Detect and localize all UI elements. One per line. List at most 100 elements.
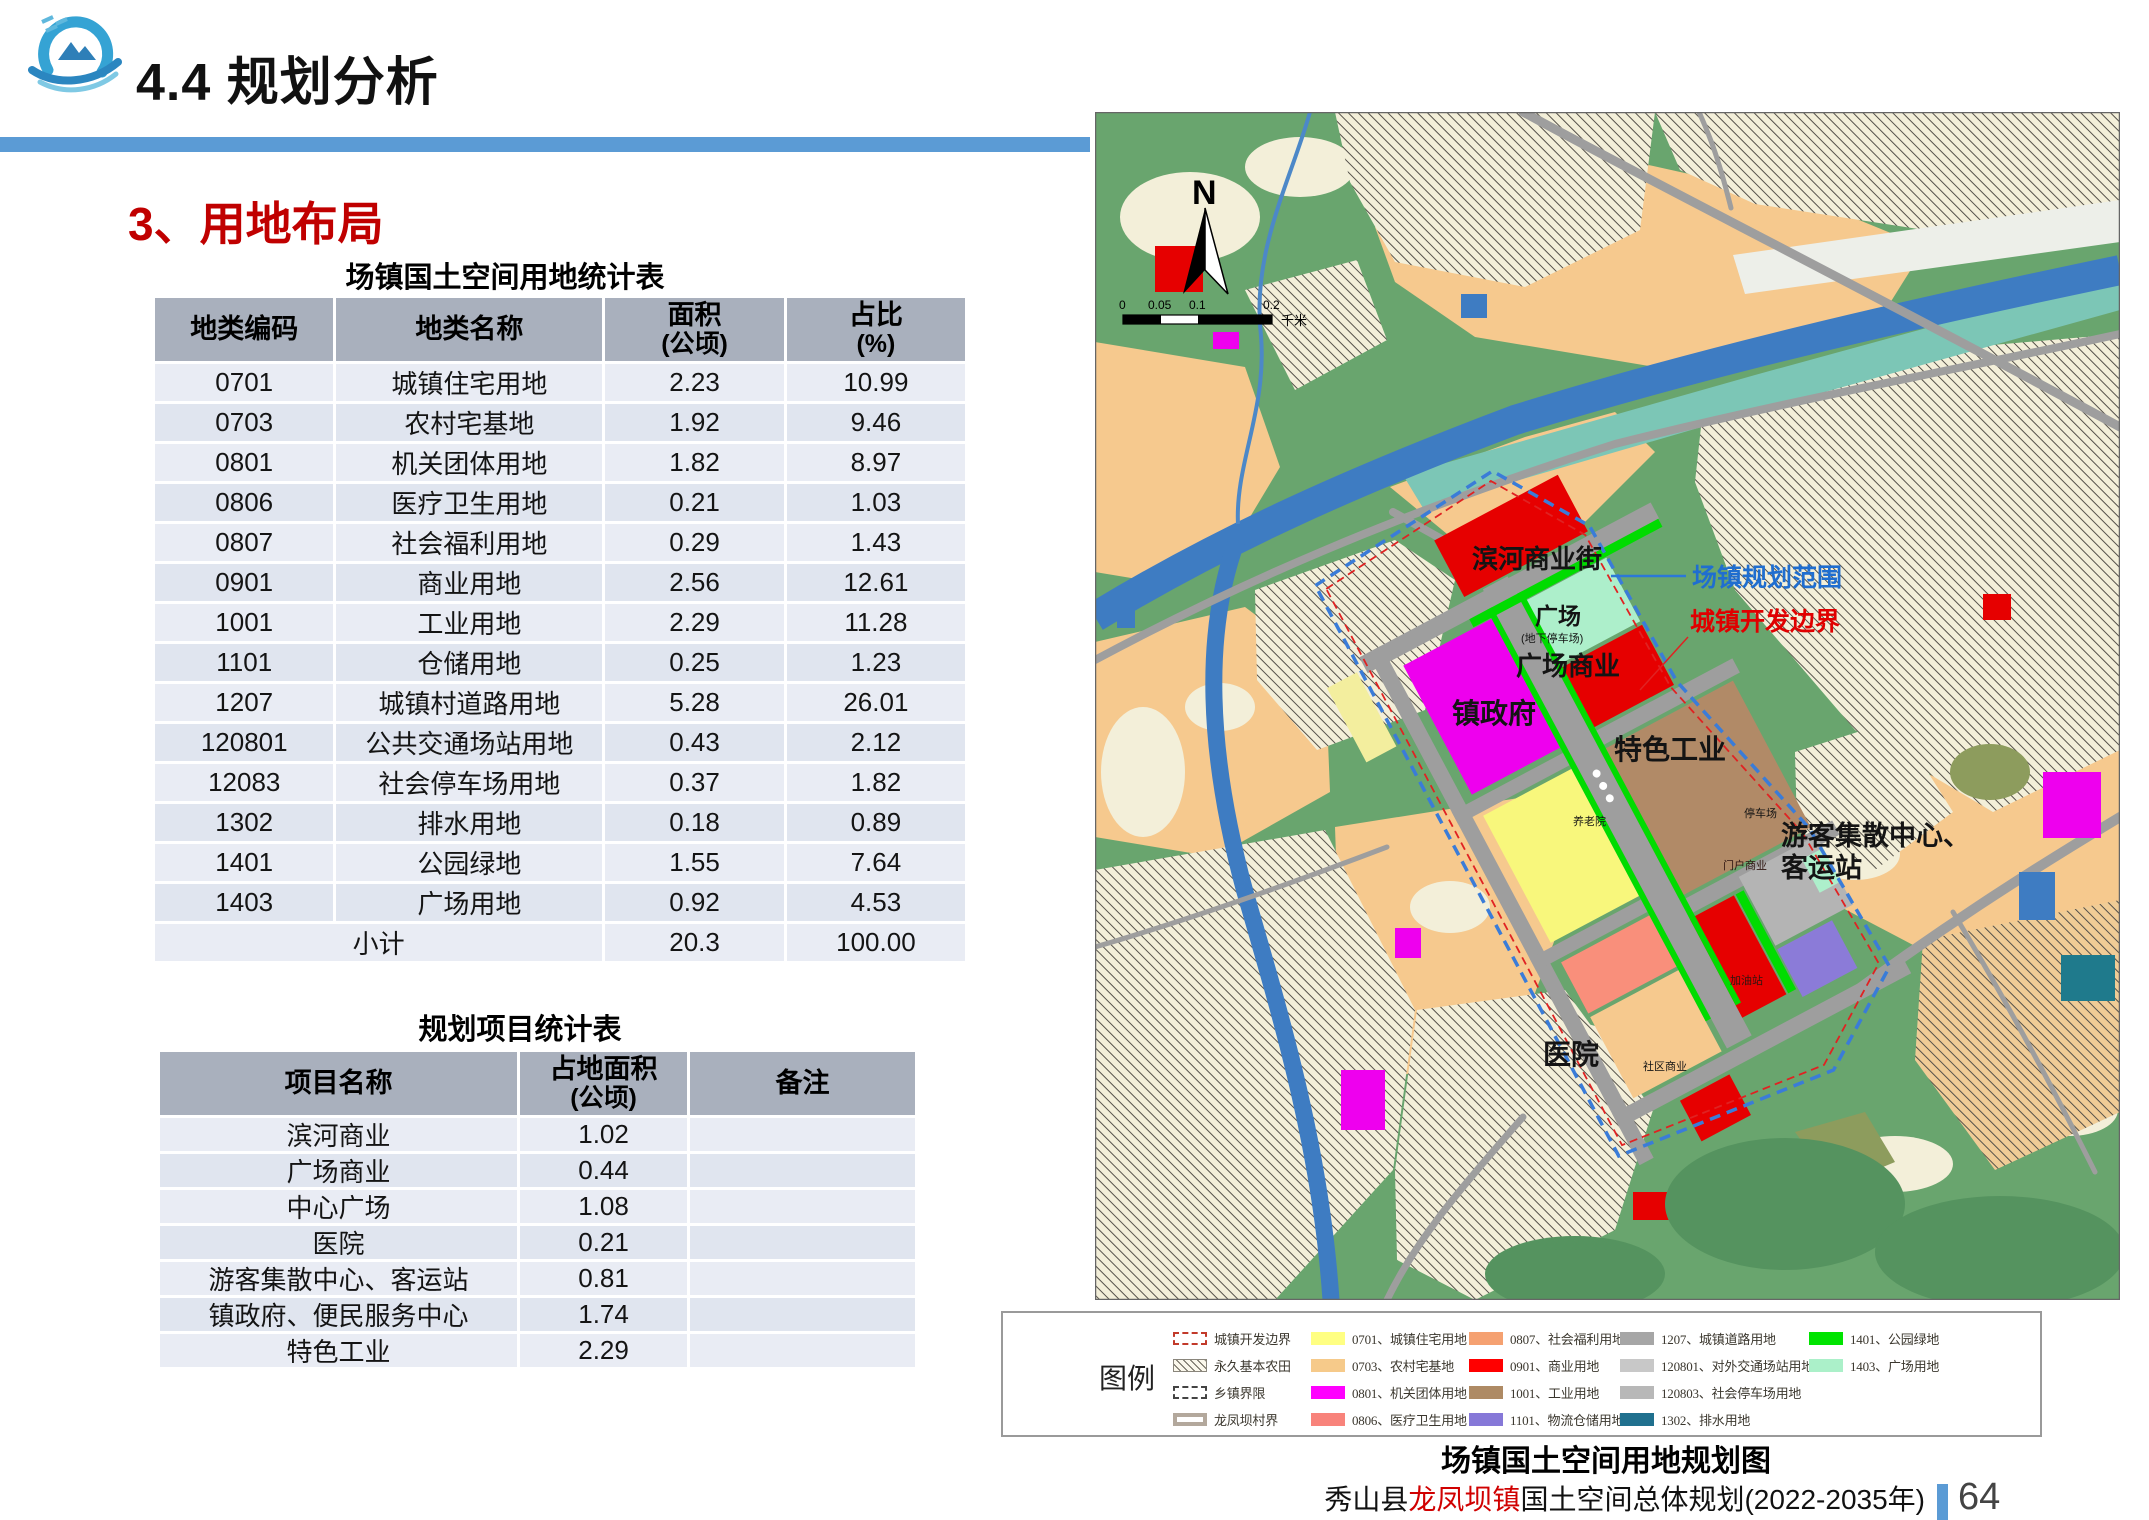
- map-border: [1094, 111, 2121, 1301]
- color-swatch-icon: [1311, 1359, 1345, 1372]
- block-riverside-commercial: [1434, 474, 1588, 598]
- map-caption: 场镇国土空间用地规划图: [1441, 1445, 1771, 1478]
- label-hospital: 医院: [1543, 1038, 1599, 1070]
- color-swatch-icon: [1469, 1332, 1503, 1345]
- farmland-swatch-icon: [1173, 1359, 1207, 1372]
- table-row: 0806 医疗卫生用地 0.21 1.03: [155, 484, 965, 524]
- roads: [1091, 107, 2125, 1304]
- label-plaza-sub: (地下停车场): [1521, 631, 1583, 645]
- legend-item: 0806、医疗卫生用地: [1311, 1406, 1467, 1433]
- callout-development-boundary: 城镇开发边界: [1639, 607, 1840, 691]
- project-table-header: 项目名称 占地面积 (公顷) 备注: [160, 1052, 915, 1118]
- table-row: 1401 公园绿地 1.55 7.64: [155, 844, 965, 884]
- legend-item: 0701、城镇住宅用地: [1311, 1325, 1467, 1352]
- table-row: 1001 工业用地 2.29 11.28: [155, 604, 965, 644]
- legend-item: 永久基本农田: [1173, 1352, 1291, 1379]
- plan-subcaption: 秀山县龙凤坝镇国土空间总体规划(2022-2035年): [1324, 1484, 1925, 1515]
- table-row: 医院 0.21: [160, 1226, 915, 1262]
- land-table-header: 地类编码 地类名称 面积 (公顷) 占比 (%): [155, 298, 965, 364]
- land-use-map: 滨河商业街 广场 (地下停车场) 广场商业 镇政府 特色工业 医院 游客集散中心…: [1087, 107, 2125, 1312]
- legend-item: 1302、排水用地: [1620, 1406, 1814, 1433]
- table-row: 广场商业 0.44: [160, 1154, 915, 1190]
- label-plaza-commercial: 广场商业: [1516, 651, 1620, 681]
- label-parking: 停车场: [1744, 806, 1777, 820]
- color-swatch-icon: [1311, 1332, 1345, 1345]
- township-boundary-swatch-icon: [1173, 1386, 1207, 1399]
- svg-text:0: 0: [1119, 298, 1126, 312]
- table-row: 游客集散中心、客运站 0.81: [160, 1262, 915, 1298]
- label-community-commercial: 社区商业: [1643, 1059, 1687, 1073]
- color-swatch-icon: [1469, 1386, 1503, 1399]
- color-swatch-icon: [1620, 1413, 1654, 1426]
- scale-bar: 0 0.05 0.1 0.2 千米: [1119, 298, 1307, 328]
- section-heading: 3、用地布局: [128, 198, 384, 250]
- block-hospital: [1561, 915, 1677, 1014]
- urban-development-boundary: [1325, 479, 1880, 1147]
- land-table-subtotal-row: 小计 20.3 100.00: [155, 924, 965, 964]
- callout-planning-range: 场镇规划范围: [1611, 564, 1842, 592]
- label-tourist-center-line1: 游客集散中心、: [1781, 820, 1970, 851]
- river: [1087, 255, 2124, 630]
- org-logo-icon: [28, 15, 122, 93]
- stream: [1235, 111, 1312, 525]
- page-title: 4.4 规划分析: [136, 54, 439, 112]
- block-residential: [1483, 768, 1640, 943]
- legend-column: 1401、公园绿地 1403、广场用地: [1809, 1325, 1939, 1379]
- legend-column: 0807、社会福利用地 0901、商业用地 1001、工业用地 1101、物流仓…: [1469, 1325, 1625, 1433]
- label-industry: 特色工业: [1614, 733, 1726, 765]
- legend-item: 1001、工业用地: [1469, 1379, 1625, 1406]
- block-town-government: [1403, 618, 1561, 795]
- svg-text:场镇规划范围: 场镇规划范围: [1692, 564, 1842, 592]
- legend-column: 1207、城镇道路用地 120801、对外交通场站用地 120803、社会停车场…: [1620, 1325, 1814, 1433]
- land-table-title: 场镇国土空间用地统计表: [345, 262, 665, 294]
- block-gateway-commercial: [1689, 895, 1787, 1018]
- scattered-parcels: [1117, 246, 2125, 1312]
- land-table-body: 0701 城镇住宅用地 2.23 10.99 0703 农村宅基地 1.92 9…: [155, 364, 965, 924]
- block-plaza: [1525, 557, 1641, 665]
- legend-item: 0807、社会福利用地: [1469, 1325, 1625, 1352]
- svg-text:千米: 千米: [1281, 313, 1307, 328]
- project-table: 项目名称 占地面积 (公顷) 备注 滨河商业 1.02 广场商业 0.44: [160, 1052, 915, 1370]
- label-gas-station: 加油站: [1730, 973, 1763, 987]
- label-tourist-center-line2: 客运站: [1781, 852, 1862, 883]
- table-row: 滨河商业 1.02: [160, 1118, 915, 1154]
- table-row: 0703 农村宅基地 1.92 9.46: [155, 404, 965, 444]
- project-table-body: 滨河商业 1.02 广场商业 0.44 中心广场 1.08 医院: [160, 1118, 915, 1370]
- river-branch: [1205, 537, 1340, 1301]
- table-row: 1302 排水用地 0.18 0.89: [155, 804, 965, 844]
- page-number: 64: [1958, 1476, 2001, 1518]
- svg-text:城镇开发边界: 城镇开发边界: [1690, 607, 1840, 636]
- project-table-title: 规划项目统计表: [418, 1014, 622, 1046]
- legend-boundary-column: 城镇开发边界 永久基本农田 乡镇界限 龙凤坝村界: [1173, 1325, 1291, 1433]
- legend-item: 1401、公园绿地: [1809, 1325, 1939, 1352]
- page-number-bar: [1937, 1484, 1948, 1520]
- north-arrow-icon: N: [1183, 174, 1229, 295]
- color-swatch-icon: [1809, 1332, 1843, 1345]
- label-plaza: 广场: [1535, 603, 1581, 629]
- svg-text:0.2: 0.2: [1263, 298, 1280, 312]
- village-boundary-swatch-icon: [1173, 1413, 1207, 1426]
- map-legend: 图例 城镇开发边界 永久基本农田 乡镇界限 龙凤坝村界: [1001, 1311, 2042, 1437]
- legend-item: 龙凤坝村界: [1173, 1406, 1291, 1433]
- legend-item: 120803、社会停车场用地: [1620, 1379, 1814, 1406]
- table-row: 0801 机关团体用地 1.82 8.97: [155, 444, 965, 484]
- label-gateway-commercial: 门户商业: [1723, 858, 1767, 872]
- map-background: [1087, 107, 2125, 1312]
- table-row: 镇政府、便民服务中心 1.74: [160, 1298, 915, 1334]
- land-use-table: 地类编码 地类名称 面积 (公顷) 占比 (%) 0701 城镇住宅用地 2.23 …: [155, 298, 965, 964]
- table-row: 1207 城镇村道路用地 5.28 26.01: [155, 684, 965, 724]
- table-row: 0701 城镇住宅用地 2.23 10.99: [155, 364, 965, 404]
- table-row: 中心广场 1.08: [160, 1190, 915, 1226]
- table-row: 0807 社会福利用地 0.29 1.43: [155, 524, 965, 564]
- map-labels: 滨河商业街 广场 (地下停车场) 广场商业 镇政府 特色工业 医院 游客集散中心…: [1452, 544, 1970, 1073]
- accent-bar: [0, 137, 1090, 152]
- development-boundary-swatch-icon: [1173, 1332, 1207, 1345]
- color-swatch-icon: [1620, 1332, 1654, 1345]
- color-swatch-icon: [1469, 1359, 1503, 1372]
- legend-item: 城镇开发边界: [1173, 1325, 1291, 1352]
- color-swatch-icon: [1620, 1359, 1654, 1372]
- color-swatch-icon: [1620, 1386, 1654, 1399]
- legend-item: 乡镇界限: [1173, 1379, 1291, 1406]
- svg-text:0.05: 0.05: [1148, 298, 1172, 312]
